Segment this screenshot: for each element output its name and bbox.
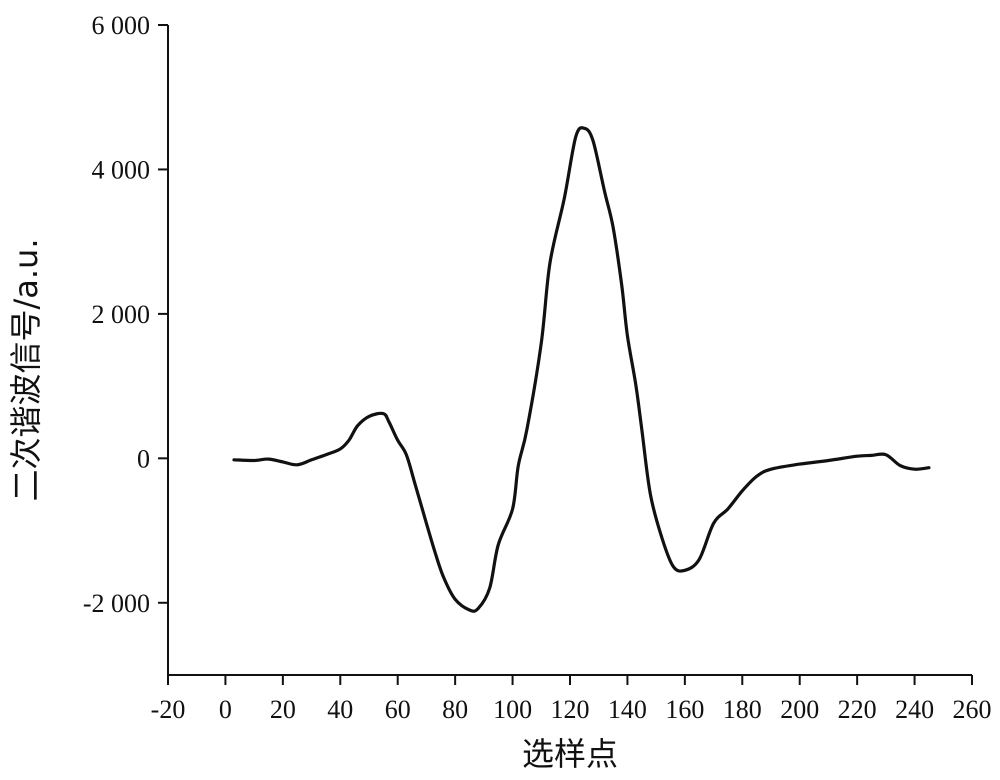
y-tick-label: 0 — [137, 444, 150, 473]
axes — [167, 25, 972, 676]
x-tick-label: 240 — [895, 695, 934, 724]
x-tick-label: 20 — [270, 695, 296, 724]
x-tick-label: -20 — [151, 695, 186, 724]
x-tick-label: 200 — [780, 695, 819, 724]
x-tick-label: 220 — [838, 695, 877, 724]
x-tick-label: 180 — [723, 695, 762, 724]
y-tick-label: 6 000 — [92, 11, 151, 40]
y-tick-label: 2 000 — [92, 300, 151, 329]
x-tick-label: 140 — [608, 695, 647, 724]
y-tick-label: 4 000 — [92, 155, 151, 184]
x-tick-label: 80 — [442, 695, 468, 724]
x-tick-label: 60 — [385, 695, 411, 724]
y-axis-title: 二次谐波信号/a.u. — [7, 238, 45, 501]
y-ticks: -2 000 0 2 000 4 000 6 000 — [83, 11, 168, 618]
x-tick-label: 260 — [953, 695, 992, 724]
series-line — [232, 126, 931, 613]
y-tick-label: -2 000 — [83, 589, 150, 618]
series-layer — [232, 126, 931, 613]
x-tick-label: 0 — [219, 695, 232, 724]
x-tick-label: 100 — [493, 695, 532, 724]
x-tick-label: 120 — [551, 695, 590, 724]
x-tick-label: 160 — [665, 695, 704, 724]
x-tick-label: 40 — [327, 695, 353, 724]
x-ticks: -20 0 20 40 60 80 100 120 140 160 180 200 220 240 260 — [151, 675, 992, 724]
x-axis-title: 选样点 — [522, 735, 618, 773]
